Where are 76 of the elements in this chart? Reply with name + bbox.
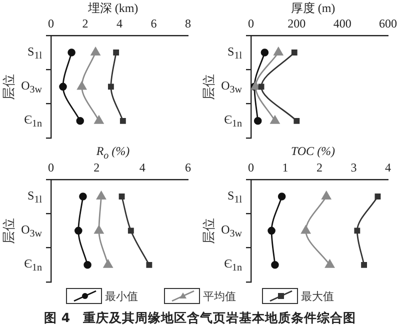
point <box>322 191 332 200</box>
y-tick-label: Є$_{1n}$ <box>224 256 242 274</box>
y-tick-label: O$_{3w}$ <box>221 78 242 96</box>
x-tick-label: 0 <box>248 160 254 174</box>
x-tick-label: 600 <box>379 16 397 30</box>
point <box>270 116 280 124</box>
point <box>271 261 279 269</box>
x-tick-label: 2 <box>316 160 322 174</box>
point <box>120 118 126 124</box>
x-tick-label: 4 <box>116 16 122 30</box>
y-tick-label: Є$_{1n}$ <box>24 112 42 130</box>
x-tick-label: 6 <box>150 16 157 30</box>
point <box>325 260 334 268</box>
point <box>260 48 269 56</box>
point <box>96 191 106 200</box>
x-tick-label: 400 <box>333 16 352 30</box>
point <box>108 84 114 90</box>
point <box>90 47 100 56</box>
legend-label: 最小值 <box>105 290 138 304</box>
point <box>84 261 92 269</box>
point <box>76 117 84 125</box>
point <box>374 194 381 200</box>
point <box>103 260 113 268</box>
y-tick-label: O$_{3w}$ <box>221 222 242 240</box>
point <box>258 84 264 90</box>
y-axis-title: 层位 <box>200 74 217 100</box>
x-tick-label: 200 <box>288 16 306 30</box>
point <box>118 194 125 200</box>
y-tick-label: S$_{1l}$ <box>228 44 242 62</box>
point <box>301 225 310 234</box>
legend-label: 平均值 <box>203 290 236 304</box>
point <box>94 225 104 234</box>
point <box>274 47 284 56</box>
point <box>254 117 262 125</box>
x-axis-title: TOC (%) <box>290 144 336 159</box>
y-tick-label: S$_{1l}$ <box>228 188 242 206</box>
y-tick-label: S$_{1l}$ <box>28 188 42 206</box>
point <box>146 262 152 268</box>
x-axis-title: 厚度 (m) <box>290 0 336 17</box>
x-tick-label: 6 <box>185 160 191 174</box>
point <box>59 82 67 91</box>
x-tick-label: 1 <box>282 160 288 174</box>
y-tick-label: O$_{3w}$ <box>21 78 42 96</box>
y-tick-label: O$_{3w}$ <box>21 222 42 240</box>
x-tick-label: 4 <box>385 160 391 174</box>
point <box>361 262 367 268</box>
point <box>294 118 300 124</box>
point <box>79 192 87 200</box>
point <box>268 226 276 235</box>
x-tick-label: 4 <box>139 160 146 174</box>
caption: 图 4 重庆及其周缘地区含气页岩基本地质条件综合图 <box>42 310 358 327</box>
x-tick-label: 0 <box>48 16 54 30</box>
x-tick-label: 3 <box>350 160 357 174</box>
point <box>278 192 286 200</box>
y-axis-title: 层位 <box>0 74 17 100</box>
x-tick-label: 2 <box>94 160 100 174</box>
point <box>94 116 104 124</box>
y-tick-label: Є$_{1n}$ <box>24 256 42 274</box>
x-tick-label: 2 <box>82 16 88 30</box>
x-axis-title: 埋深 (km) <box>86 0 140 17</box>
point <box>128 228 134 234</box>
point <box>113 50 120 56</box>
x-tick-label: 0 <box>248 16 254 30</box>
x-axis-title: R$_{o}$ (%) <box>95 144 131 162</box>
point <box>68 48 76 56</box>
point <box>354 228 360 234</box>
y-axis-title: 层位 <box>200 218 217 244</box>
y-tick-label: Є$_{1n}$ <box>224 112 242 130</box>
point <box>291 50 298 56</box>
y-tick-label: S$_{1l}$ <box>28 44 42 62</box>
point <box>74 226 82 235</box>
y-axis-title: 层位 <box>0 218 17 244</box>
point <box>77 81 87 90</box>
x-tick-label: 8 <box>185 16 191 30</box>
legend-label: 最大值 <box>301 290 334 304</box>
x-tick-label: 0 <box>48 160 54 174</box>
